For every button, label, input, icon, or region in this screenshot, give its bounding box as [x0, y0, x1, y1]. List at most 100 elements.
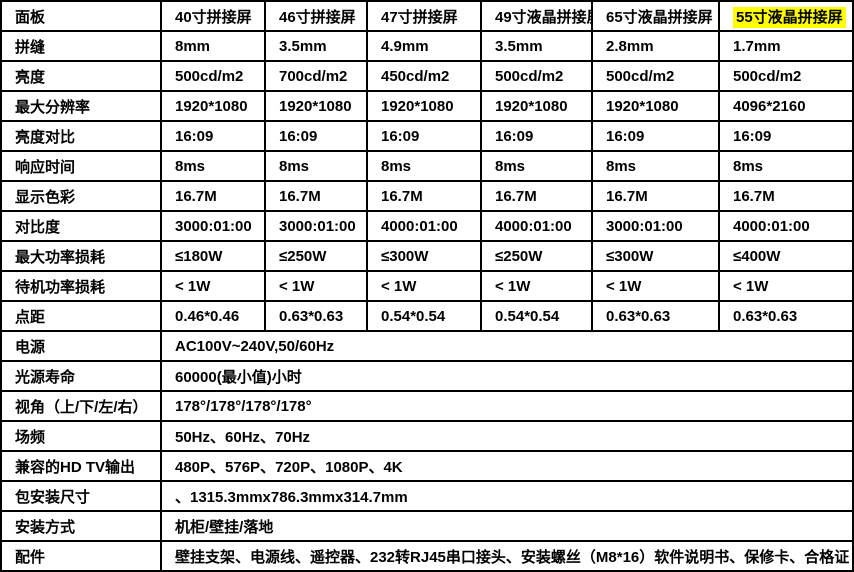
merged-value: 壁挂支架、电源线、遥控器、232转RJ45串口接头、安装螺丝（M8*16）软件说… — [160, 540, 854, 572]
cell: 1920*1080 — [264, 90, 368, 122]
column-header-65inch: 65寸液晶拼接屏 — [591, 0, 720, 32]
merged-value: 178°/178°/178°/178° — [160, 390, 854, 422]
spec-row-max-resolution: 最大分辨率 1920*1080 1920*1080 1920*1080 1920… — [0, 90, 854, 122]
cell: ≤300W — [591, 240, 720, 272]
row-label: 包安装尺寸 — [0, 480, 162, 512]
merged-value: 60000(最小值)小时 — [160, 360, 854, 392]
row-label: 光源寿命 — [0, 360, 162, 392]
merged-row-power-supply: 电源 AC100V~240V,50/60Hz — [0, 330, 854, 362]
cell: 8ms — [160, 150, 266, 182]
cell: 4000:01:00 — [480, 210, 593, 242]
column-header-46inch: 46寸拼接屏 — [264, 0, 368, 32]
cell: 8ms — [591, 150, 720, 182]
cell: < 1W — [718, 270, 854, 302]
row-label: 场频 — [0, 420, 162, 452]
row-label: 亮度对比 — [0, 120, 162, 152]
header-panel-label: 面板 — [0, 0, 162, 32]
merged-row-viewing-angle: 视角（上/下/左/右） 178°/178°/178°/178° — [0, 390, 854, 422]
cell: 16:09 — [718, 120, 854, 152]
column-header-47inch: 47寸拼接屏 — [366, 0, 482, 32]
cell: 16.7M — [160, 180, 266, 212]
row-label: 视角（上/下/左/右） — [0, 390, 162, 422]
cell: 8ms — [264, 150, 368, 182]
cell: ≤300W — [366, 240, 482, 272]
column-header-49inch: 49寸液晶拼接屏 — [480, 0, 593, 32]
spec-row-brightness: 亮度 500cd/m2 700cd/m2 450cd/m2 500cd/m2 5… — [0, 60, 854, 92]
cell: 0.63*0.63 — [264, 300, 368, 332]
merged-row-accessories: 配件 壁挂支架、电源线、遥控器、232转RJ45串口接头、安装螺丝（M8*16）… — [0, 540, 854, 572]
cell: ≤400W — [718, 240, 854, 272]
row-label: 亮度 — [0, 60, 162, 92]
spec-row-display-colors: 显示色彩 16.7M 16.7M 16.7M 16.7M 16.7M 16.7M — [0, 180, 854, 212]
row-label: 点距 — [0, 300, 162, 332]
cell: 4000:01:00 — [366, 210, 482, 242]
row-label: 配件 — [0, 540, 162, 572]
cell: 8ms — [366, 150, 482, 182]
row-label: 拼缝 — [0, 30, 162, 62]
cell: 16.7M — [264, 180, 368, 212]
cell: 4096*2160 — [718, 90, 854, 122]
cell: 3000:01:00 — [591, 210, 720, 242]
merged-row-lamp-life: 光源寿命 60000(最小值)小时 — [0, 360, 854, 392]
cell: 16.7M — [591, 180, 720, 212]
row-label: 兼容的HD TV输出 — [0, 450, 162, 482]
merged-value: 机柜/壁挂/落地 — [160, 510, 854, 542]
cell: 16:09 — [366, 120, 482, 152]
cell: 1.7mm — [718, 30, 854, 62]
row-label: 对比度 — [0, 210, 162, 242]
cell: 3.5mm — [480, 30, 593, 62]
spec-row-standby-power: 待机功率损耗 < 1W < 1W < 1W < 1W < 1W < 1W — [0, 270, 854, 302]
cell: 1920*1080 — [160, 90, 266, 122]
cell: 500cd/m2 — [160, 60, 266, 92]
merged-value: AC100V~240V,50/60Hz — [160, 330, 854, 362]
cell: 0.46*0.46 — [160, 300, 266, 332]
cell: ≤180W — [160, 240, 266, 272]
row-label: 电源 — [0, 330, 162, 362]
cell: 450cd/m2 — [366, 60, 482, 92]
cell: 8ms — [718, 150, 854, 182]
row-label: 显示色彩 — [0, 180, 162, 212]
spec-row-response-time: 响应时间 8ms 8ms 8ms 8ms 8ms 8ms — [0, 150, 854, 182]
cell: < 1W — [264, 270, 368, 302]
cell: < 1W — [160, 270, 266, 302]
cell: 500cd/m2 — [591, 60, 720, 92]
header-row: 面板 40寸拼接屏 46寸拼接屏 47寸拼接屏 49寸液晶拼接屏 65寸液晶拼接… — [0, 0, 854, 32]
cell: 0.54*0.54 — [480, 300, 593, 332]
cell: 16:09 — [160, 120, 266, 152]
yellow-highlight: 55寸液晶拼接屏 — [733, 6, 846, 28]
cell: 16:09 — [264, 120, 368, 152]
spec-row-pixel-pitch: 点距 0.46*0.46 0.63*0.63 0.54*0.54 0.54*0.… — [0, 300, 854, 332]
column-header-55inch-highlighted: 55寸液晶拼接屏 — [718, 0, 854, 32]
row-label: 最大功率损耗 — [0, 240, 162, 272]
row-label: 安装方式 — [0, 510, 162, 542]
merged-value: 、1315.3mmx786.3mmx314.7mm — [160, 480, 854, 512]
merged-row-install-method: 安装方式 机柜/壁挂/落地 — [0, 510, 854, 542]
cell: < 1W — [366, 270, 482, 302]
column-header-40inch: 40寸拼接屏 — [160, 0, 266, 32]
spec-row-contrast: 对比度 3000:01:00 3000:01:00 4000:01:00 400… — [0, 210, 854, 242]
row-label: 待机功率损耗 — [0, 270, 162, 302]
cell: < 1W — [591, 270, 720, 302]
cell: 16.7M — [718, 180, 854, 212]
merged-row-field-frequency: 场频 50Hz、60Hz、70Hz — [0, 420, 854, 452]
cell: ≤250W — [480, 240, 593, 272]
merged-value: 50Hz、60Hz、70Hz — [160, 420, 854, 452]
cell: 500cd/m2 — [480, 60, 593, 92]
cell: 500cd/m2 — [718, 60, 854, 92]
cell: 2.8mm — [591, 30, 720, 62]
cell: 4.9mm — [366, 30, 482, 62]
cell: 16.7M — [366, 180, 482, 212]
cell: 8ms — [480, 150, 593, 182]
spec-row-seam: 拼缝 8mm 3.5mm 4.9mm 3.5mm 2.8mm 1.7mm — [0, 30, 854, 62]
merged-row-package-size: 包安装尺寸 、1315.3mmx786.3mmx314.7mm — [0, 480, 854, 512]
cell: 3.5mm — [264, 30, 368, 62]
cell: 3000:01:00 — [264, 210, 368, 242]
cell: 3000:01:00 — [160, 210, 266, 242]
merged-value: 480P、576P、720P、1080P、4K — [160, 450, 854, 482]
cell: 16:09 — [480, 120, 593, 152]
cell: 16.7M — [480, 180, 593, 212]
cell: ≤250W — [264, 240, 368, 272]
row-label: 响应时间 — [0, 150, 162, 182]
